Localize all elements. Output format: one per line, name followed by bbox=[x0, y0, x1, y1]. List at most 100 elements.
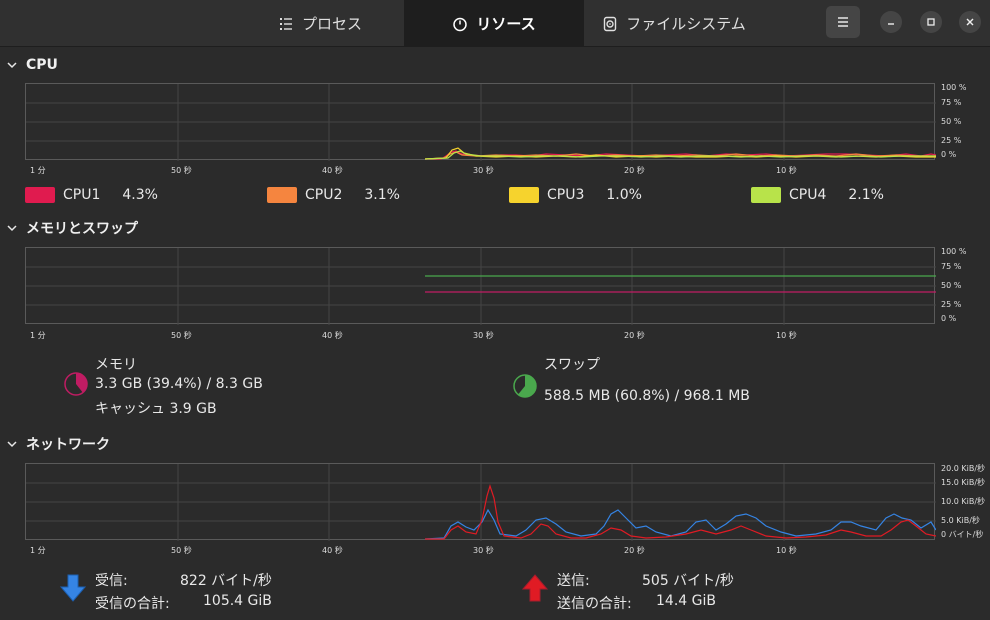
swap-label: スワップ bbox=[544, 357, 600, 373]
cpu-x-label: 50 秒 bbox=[171, 166, 192, 175]
memory-cache-value: キャッシュ 3.9 GB bbox=[95, 401, 217, 417]
receive-total-label: 受信の合計: bbox=[95, 596, 170, 612]
memory-y-label: 25 % bbox=[941, 300, 962, 309]
swap-value: 588.5 MB (60.8%) / 968.1 MB bbox=[544, 388, 750, 404]
cpu4-series-line bbox=[424, 150, 936, 160]
chevron-down-icon bbox=[7, 225, 17, 232]
cpu-y-label: 50 % bbox=[941, 117, 962, 126]
header-bar: プロセス リソース ファイルシステム bbox=[0, 0, 990, 47]
close-icon bbox=[966, 18, 974, 26]
memory-x-label: 30 秒 bbox=[473, 331, 494, 340]
memory-x-label: 10 秒 bbox=[776, 331, 797, 340]
cpu-graph-canvas bbox=[26, 84, 936, 161]
swap-pie-slice bbox=[518, 375, 537, 397]
memory-y-label: 50 % bbox=[941, 281, 962, 290]
cpu4-label: CPU4 bbox=[789, 187, 827, 203]
cpu-y-label: 100 % bbox=[941, 83, 967, 92]
network-x-label: 50 秒 bbox=[171, 546, 192, 555]
maximize-button[interactable] bbox=[920, 11, 942, 33]
network-history-graph bbox=[25, 463, 936, 541]
network-x-label: 30 秒 bbox=[473, 546, 494, 555]
send-total-label: 送信の合計: bbox=[557, 596, 632, 612]
cpu2-label: CPU2 bbox=[305, 187, 343, 203]
cpu-x-label: 20 秒 bbox=[624, 166, 645, 175]
memory-section-header[interactable]: メモリとスワップ bbox=[6, 218, 138, 238]
cpu3-label: CPU3 bbox=[547, 187, 585, 203]
network-graph-canvas bbox=[26, 464, 936, 541]
process-list-icon bbox=[279, 17, 292, 30]
chevron-down-icon bbox=[7, 62, 17, 69]
close-button[interactable] bbox=[959, 11, 981, 33]
memory-y-label: 75 % bbox=[941, 262, 962, 271]
network-y-label: 0 バイト/秒 bbox=[941, 530, 984, 539]
hamburger-menu-icon bbox=[838, 17, 848, 27]
network-section-title: ネットワーク bbox=[26, 437, 110, 453]
minimize-icon bbox=[888, 23, 894, 25]
cpu3-color-swatch[interactable] bbox=[509, 187, 539, 203]
receive-total-value: 105.4 GiB bbox=[203, 593, 272, 609]
memory-usage-pie[interactable] bbox=[63, 371, 89, 397]
send-total-value: 14.4 GiB bbox=[656, 593, 716, 609]
gauge-icon bbox=[453, 17, 468, 31]
cpu-y-label: 25 % bbox=[941, 136, 962, 145]
cpu-x-label: 40 秒 bbox=[322, 166, 343, 175]
receive-series-line bbox=[424, 508, 936, 540]
cpu1-legend-item[interactable]: CPU1 4.3% bbox=[25, 187, 158, 203]
network-section-header[interactable]: ネットワーク bbox=[6, 434, 110, 454]
cpu-section-header[interactable]: CPU bbox=[6, 57, 58, 73]
memory-y-label: 100 % bbox=[941, 247, 967, 256]
memory-y-label: 0 % bbox=[941, 314, 957, 323]
swap-usage-pie[interactable] bbox=[512, 373, 538, 399]
memory-section-title: メモリとスワップ bbox=[26, 221, 138, 237]
cpu3-legend-item[interactable]: CPU3 1.0% bbox=[509, 187, 642, 203]
network-y-label: 15.0 KiB/秒 bbox=[941, 478, 986, 487]
send-value: 505 バイト/秒 bbox=[642, 573, 734, 589]
network-x-label: 40 秒 bbox=[322, 546, 343, 555]
cpu2-series-line bbox=[424, 151, 936, 160]
memory-x-label: 1 分 bbox=[30, 331, 46, 340]
tab-resources[interactable]: リソース bbox=[404, 0, 584, 47]
memory-x-label: 20 秒 bbox=[624, 331, 645, 340]
chevron-down-icon bbox=[7, 441, 17, 448]
network-y-label: 20.0 KiB/秒 bbox=[941, 464, 986, 473]
memory-x-label: 40 秒 bbox=[322, 331, 343, 340]
receive-value: 822 バイト/秒 bbox=[180, 573, 272, 589]
minimize-button[interactable] bbox=[880, 11, 902, 33]
cpu-x-label: 10 秒 bbox=[776, 166, 797, 175]
cpu1-label: CPU1 bbox=[63, 187, 101, 203]
tab-filesystems[interactable]: ファイルシステム bbox=[584, 0, 764, 47]
tab-resources-label: リソース bbox=[476, 15, 536, 33]
send-label: 送信: bbox=[557, 573, 590, 589]
main-menu-button[interactable] bbox=[826, 6, 860, 38]
memory-history-graph bbox=[25, 247, 936, 325]
cpu1-color-swatch[interactable] bbox=[25, 187, 55, 203]
cpu1-value: 4.3% bbox=[122, 187, 158, 203]
receive-label: 受信: bbox=[95, 573, 128, 589]
memory-pie-slice bbox=[76, 373, 88, 393]
tab-processes[interactable]: プロセス bbox=[236, 0, 404, 47]
cpu-section-title: CPU bbox=[26, 57, 58, 73]
memory-graph-canvas bbox=[26, 248, 936, 325]
cpu-history-graph bbox=[25, 83, 936, 161]
cpu4-color-swatch[interactable] bbox=[751, 187, 781, 203]
network-x-label: 20 秒 bbox=[624, 546, 645, 555]
maximize-icon bbox=[927, 18, 935, 26]
cpu-y-label: 0 % bbox=[941, 150, 957, 159]
cpu-x-label: 1 分 bbox=[30, 166, 46, 175]
memory-x-label: 50 秒 bbox=[171, 331, 192, 340]
cpu4-value: 2.1% bbox=[848, 187, 884, 203]
memory-label: メモリ bbox=[95, 357, 137, 373]
disk-icon bbox=[604, 16, 617, 31]
send-series-line bbox=[425, 484, 936, 540]
cpu-x-label: 30 秒 bbox=[473, 166, 494, 175]
receive-arrow-icon[interactable] bbox=[60, 574, 86, 602]
cpu3-value: 1.0% bbox=[606, 187, 642, 203]
memory-value: 3.3 GB (39.4%) / 8.3 GB bbox=[95, 376, 263, 392]
cpu2-color-swatch[interactable] bbox=[267, 187, 297, 203]
cpu4-legend-item[interactable]: CPU4 2.1% bbox=[751, 187, 884, 203]
tab-processes-label: プロセス bbox=[301, 15, 362, 33]
send-arrow-icon[interactable] bbox=[522, 574, 548, 602]
network-x-label: 1 分 bbox=[30, 546, 46, 555]
cpu2-legend-item[interactable]: CPU2 3.1% bbox=[267, 187, 400, 203]
network-y-label: 5.0 KiB/秒 bbox=[941, 516, 980, 525]
